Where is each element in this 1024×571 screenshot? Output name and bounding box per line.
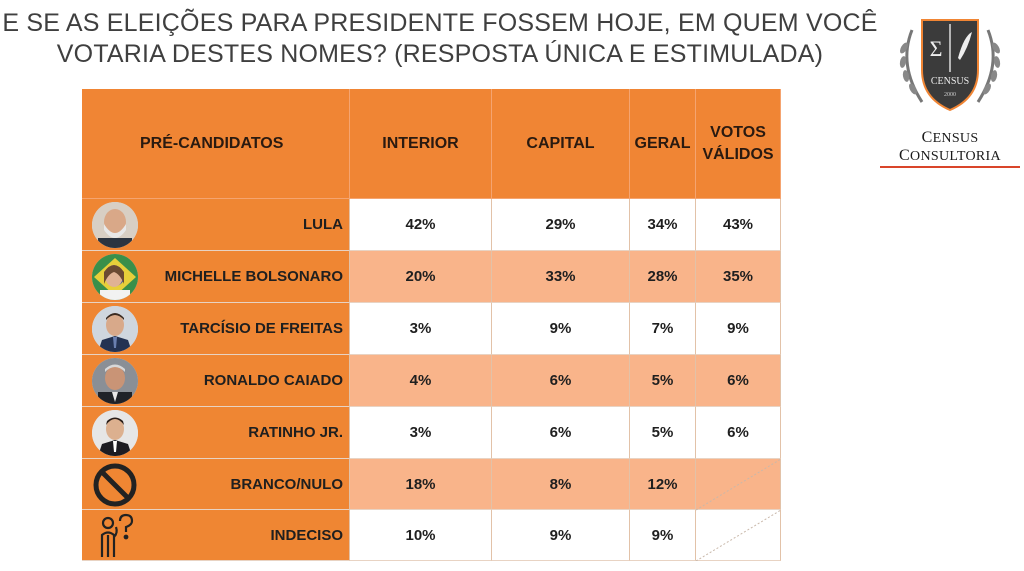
tarcisio-avatar xyxy=(92,306,138,352)
value-interior: 42% xyxy=(350,199,492,251)
value-capital: 8% xyxy=(492,459,630,510)
value-geral: 7% xyxy=(630,303,696,355)
value-geral: 28% xyxy=(630,251,696,303)
census-seal-icon: Σ CENSUS 2000 xyxy=(899,19,1001,112)
candidate-name-cell: RONALDO CAIADO xyxy=(82,355,350,407)
candidate-name: MICHELLE BOLSONARO xyxy=(164,268,343,285)
poll-table: PRÉ-CANDIDATOS INTERIOR CAPITAL GERAL VO… xyxy=(82,89,781,561)
table-row: TARCÍSIO DE FREITAS 3% 9% 7% 9% xyxy=(82,303,781,355)
undecided-person-icon xyxy=(92,513,138,559)
title-line-1: E SE AS ELEIÇÕES PARA PRESIDENTE FOSSEM … xyxy=(2,9,878,37)
value-geral: 5% xyxy=(630,407,696,459)
table-row: MICHELLE BOLSONARO 20% 33% 28% 35% xyxy=(82,251,781,303)
table-row: INDECISO 10% 9% 9% xyxy=(82,510,781,561)
value-capital: 6% xyxy=(492,407,630,459)
value-validos: 6% xyxy=(696,407,781,459)
svg-text:CENSUS: CENSUS xyxy=(931,76,969,87)
candidate-name-cell: TARCÍSIO DE FREITAS xyxy=(82,303,350,355)
value-interior: 20% xyxy=(350,251,492,303)
value-validos: 35% xyxy=(696,251,781,303)
header-votos-line2: VÁLIDOS xyxy=(702,145,774,163)
value-interior: 4% xyxy=(350,355,492,407)
value-capital: 9% xyxy=(492,510,630,561)
value-validos-empty xyxy=(696,510,781,561)
header-capital: CAPITAL xyxy=(492,89,630,199)
value-validos-empty xyxy=(696,459,781,510)
candidate-name: TARCÍSIO DE FREITAS xyxy=(180,320,343,337)
value-interior: 10% xyxy=(350,510,492,561)
candidate-name-cell: MICHELLE BOLSONARO xyxy=(82,251,350,303)
candidate-name-cell: LULA xyxy=(82,199,350,251)
caiado-avatar xyxy=(92,358,138,404)
value-interior: 18% xyxy=(350,459,492,510)
svg-text:Σ: Σ xyxy=(930,36,943,61)
header-candidates: PRÉ-CANDIDATOS xyxy=(82,89,350,199)
value-validos: 6% xyxy=(696,355,781,407)
ratinho-avatar xyxy=(92,410,138,456)
table-row: BRANCO/NULO 18% 8% 12% xyxy=(82,459,781,510)
table-row: RATINHO JR. 3% 6% 5% 6% xyxy=(82,407,781,459)
value-geral: 9% xyxy=(630,510,696,561)
candidate-name-cell: BRANCO/NULO xyxy=(82,459,350,510)
table-header-row: PRÉ-CANDIDATOS INTERIOR CAPITAL GERAL VO… xyxy=(82,89,781,199)
value-interior: 3% xyxy=(350,303,492,355)
value-validos: 9% xyxy=(696,303,781,355)
value-geral: 5% xyxy=(630,355,696,407)
value-capital: 33% xyxy=(492,251,630,303)
michelle-avatar xyxy=(92,254,138,300)
census-logo: Σ CENSUS 2000 CENSUS CONSULTORIA xyxy=(880,10,1020,168)
candidate-name: RATINHO JR. xyxy=(248,424,343,441)
table-row: LULA 42% 29% 34% 43% xyxy=(82,199,781,251)
census-brand-name: CENSUS CONSULTORIA xyxy=(880,129,1020,168)
candidate-name: BRANCO/NULO xyxy=(230,475,344,493)
candidate-name-cell: INDECISO xyxy=(82,510,350,561)
candidate-name: LULA xyxy=(303,216,343,233)
value-geral: 12% xyxy=(630,459,696,510)
value-validos: 43% xyxy=(696,199,781,251)
candidate-name: RONALDO CAIADO xyxy=(203,372,343,389)
value-capital: 6% xyxy=(492,355,630,407)
lula-avatar xyxy=(92,202,138,248)
table-row: RONALDO CAIADO 4% 6% 5% 6% xyxy=(82,355,781,407)
value-capital: 9% xyxy=(492,303,630,355)
header-votos-validos: VOTOS VÁLIDOS xyxy=(696,89,781,199)
value-capital: 29% xyxy=(492,199,630,251)
svg-text:2000: 2000 xyxy=(944,92,956,98)
page-title: E SE AS ELEIÇÕES PARA PRESIDENTE FOSSEM … xyxy=(0,8,880,70)
candidate-name: INDECISO xyxy=(270,526,343,544)
title-line-2: VOTARIA DESTES NOMES? (RESPOSTA ÚNICA E … xyxy=(56,40,824,68)
prohibited-icon xyxy=(92,462,138,508)
header-votos-line1: VOTOS xyxy=(710,123,766,141)
candidate-name-cell: RATINHO JR. xyxy=(82,407,350,459)
value-interior: 3% xyxy=(350,407,492,459)
header-interior: INTERIOR xyxy=(350,89,492,199)
header-geral: GERAL xyxy=(630,89,696,199)
value-geral: 34% xyxy=(630,199,696,251)
